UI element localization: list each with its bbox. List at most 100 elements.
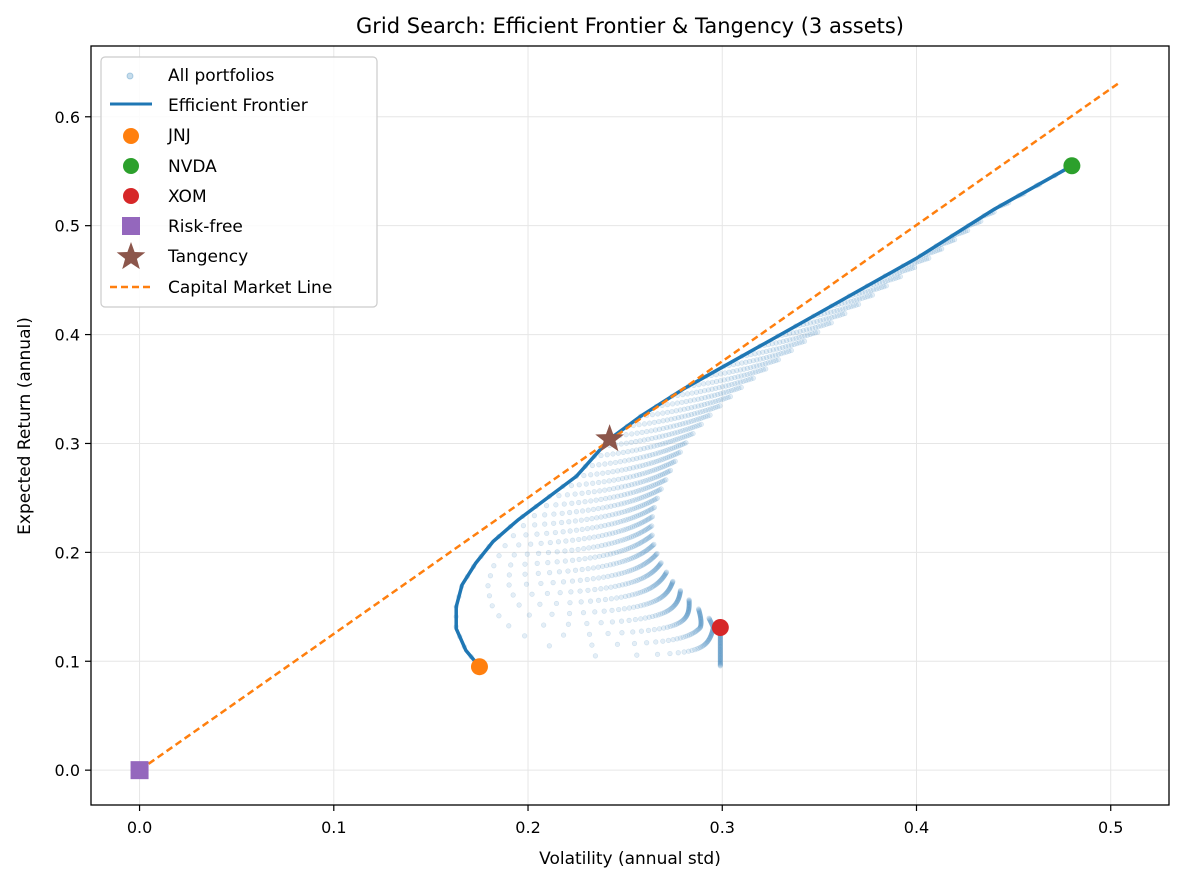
portfolio-point [568, 589, 574, 595]
portfolio-point [709, 379, 716, 385]
portfolio-point [680, 428, 686, 434]
portfolio-point [752, 369, 759, 375]
portfolio-point [587, 598, 594, 604]
portfolio-point [655, 564, 661, 570]
portfolio-point [675, 436, 681, 442]
portfolio-point [603, 585, 609, 591]
portfolio-point [707, 634, 713, 640]
portfolio-point [616, 559, 623, 566]
portfolio-point [601, 608, 607, 614]
portfolio-point [654, 442, 660, 448]
portfolio-point [647, 499, 653, 505]
portfolio-point [713, 378, 720, 385]
portfolio-point [616, 606, 622, 613]
portfolio-point [686, 605, 692, 611]
portfolio-point [697, 612, 703, 618]
portfolio-point [610, 451, 616, 457]
portfolio-point [686, 604, 692, 610]
portfolio-point [637, 563, 644, 569]
portfolio-point [522, 561, 528, 567]
portfolio-point [702, 641, 708, 647]
portfolio-point [550, 580, 556, 586]
portfolio-point [699, 643, 705, 650]
portfolio-point [796, 340, 803, 346]
portfolio-point [719, 384, 726, 390]
portfolio-point [854, 297, 860, 303]
portfolio-point [638, 616, 644, 622]
portfolio-point [697, 610, 703, 616]
portfolio-point [703, 640, 709, 646]
portfolio-point [633, 578, 639, 584]
portfolio-point [892, 275, 899, 281]
portfolio-point [654, 495, 660, 501]
portfolio-point [965, 227, 971, 234]
portfolio-point [909, 265, 915, 271]
portfolio-point [650, 554, 656, 561]
portfolio-point [660, 433, 666, 439]
portfolio-point [643, 485, 649, 491]
portfolio-point [644, 526, 650, 532]
portfolio-point [670, 452, 676, 458]
portfolio-point [820, 317, 826, 323]
portfolio-point [639, 471, 645, 477]
legend: All portfolios Efficient Frontier JNJ NV… [100, 56, 378, 308]
portfolio-point [671, 444, 678, 451]
portfolio-point [637, 446, 643, 452]
portfolio-point [698, 618, 704, 624]
portfolio-point [656, 626, 662, 632]
portfolio-point [608, 596, 615, 602]
portfolio-point [834, 307, 840, 314]
portfolio-point [700, 381, 707, 387]
portfolio-point [595, 543, 601, 549]
portfolio-point [648, 556, 654, 562]
portfolio-point [650, 613, 656, 620]
portfolio-point [788, 342, 795, 348]
portfolio-point [647, 507, 653, 513]
portfolio-point [634, 455, 640, 462]
portfolio-point [506, 623, 512, 629]
portfolio-point [648, 514, 654, 521]
portfolio-point [689, 647, 695, 654]
portfolio-point [625, 449, 631, 455]
portfolio-point [605, 630, 611, 637]
portfolio-point [559, 519, 565, 526]
portfolio-point [650, 490, 656, 496]
portfolio-point [607, 495, 613, 501]
portfolio-point [653, 496, 659, 502]
portfolio-point [568, 482, 575, 489]
portfolio-point [672, 430, 678, 436]
portfolio-point [717, 651, 723, 657]
portfolio-point [660, 478, 666, 484]
portfolio-point [686, 603, 692, 609]
portfolio-point [683, 614, 689, 620]
portfolio-point [809, 325, 816, 331]
portfolio-point [496, 613, 502, 619]
portfolio-point [664, 608, 671, 614]
portfolio-point [637, 530, 643, 536]
portfolio-point [806, 326, 813, 332]
portfolio-point [675, 597, 681, 603]
portfolio-point [641, 602, 647, 608]
portfolio-point [717, 645, 723, 651]
portfolio-point [652, 567, 658, 573]
portfolio-point [680, 634, 686, 640]
portfolio-point [645, 627, 652, 633]
portfolio-point [584, 526, 591, 532]
portfolio-point [625, 580, 632, 586]
portfolio-point [723, 395, 729, 401]
portfolio-point [672, 415, 678, 422]
portfolio-point [681, 616, 687, 622]
portfolio-point [640, 454, 647, 460]
portfolio-point [706, 636, 712, 643]
portfolio-point [590, 506, 597, 512]
portfolio-point [672, 451, 678, 458]
asset-marker-jnj [470, 658, 488, 676]
portfolio-point [683, 440, 689, 446]
portfolio-point [722, 370, 728, 376]
portfolio-point [658, 577, 664, 583]
portfolio-point [624, 491, 631, 497]
portfolio-point [576, 482, 582, 488]
portfolio-point [684, 433, 690, 439]
portfolio-point [741, 366, 747, 372]
portfolio-point [686, 607, 692, 613]
